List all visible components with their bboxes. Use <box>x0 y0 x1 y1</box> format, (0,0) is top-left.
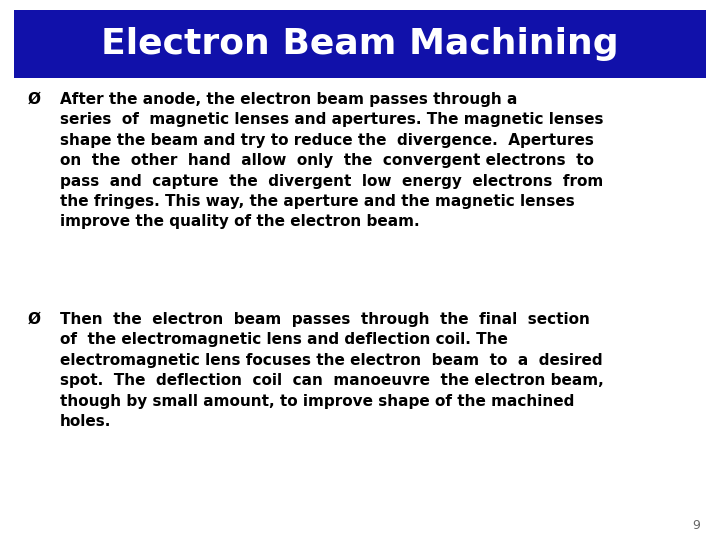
Text: Ø: Ø <box>28 92 41 107</box>
Text: Then  the  electron  beam  passes  through  the  final  section
of  the electrom: Then the electron beam passes through th… <box>60 312 604 429</box>
Text: Electron Beam Machining: Electron Beam Machining <box>102 27 618 61</box>
FancyBboxPatch shape <box>14 10 706 78</box>
Text: 9: 9 <box>692 519 700 532</box>
Text: After the anode, the electron beam passes through a
series  of  magnetic lenses : After the anode, the electron beam passe… <box>60 92 603 230</box>
Text: Ø: Ø <box>28 312 41 327</box>
